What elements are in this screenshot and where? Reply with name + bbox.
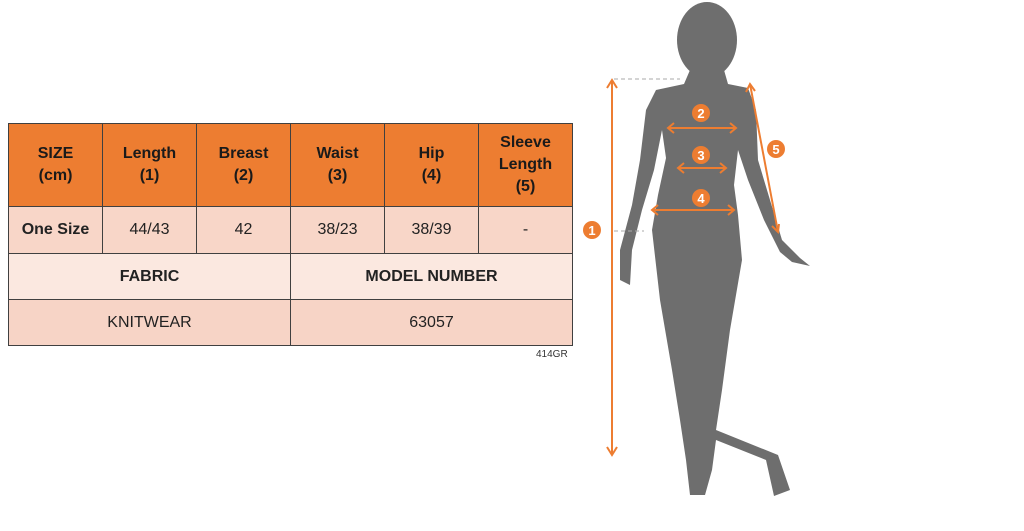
cell-size: One Size xyxy=(8,206,103,254)
cell-hip: 38/39 xyxy=(384,206,479,254)
marker-4 xyxy=(692,189,710,207)
marker-5 xyxy=(767,140,785,158)
size-chart-table: SIZE (cm) Length (1) Breast (2) Waist (3) Hi… xyxy=(8,123,573,346)
info-value-row: KNITWEAR 63057 xyxy=(8,299,573,346)
header-breast: Breast (2) xyxy=(196,123,291,207)
info-label-row: FABRIC MODEL NUMBER xyxy=(8,253,573,300)
marker-1-label: 1 xyxy=(588,223,595,238)
header-row: SIZE (cm) Length (1) Breast (2) Waist (3) Hi… xyxy=(8,123,573,207)
marker-2 xyxy=(692,104,710,122)
marker-3 xyxy=(692,146,710,164)
model-number-value: 63057 xyxy=(290,299,573,346)
header-sleeve: Sleeve Length (5) xyxy=(478,123,573,207)
size-row: One Size 44/43 42 38/23 38/39 - xyxy=(8,206,573,254)
measure-lines xyxy=(606,78,780,457)
header-hip: Hip (4) xyxy=(384,123,479,207)
header-waist: Waist (3) xyxy=(290,123,385,207)
header-size: SIZE (cm) xyxy=(8,123,103,207)
guide-lines xyxy=(614,78,680,232)
cell-sleeve: - xyxy=(478,206,573,254)
product-code: 414GR xyxy=(536,349,568,360)
cell-waist: 38/23 xyxy=(290,206,385,254)
marker-3-label: 3 xyxy=(697,148,704,163)
marker-4-label: 4 xyxy=(697,191,705,206)
cell-length: 44/43 xyxy=(102,206,197,254)
silhouette xyxy=(620,2,810,496)
marker-2-label: 2 xyxy=(697,106,704,121)
fabric-value: KNITWEAR xyxy=(8,299,291,346)
marker-5-label: 5 xyxy=(772,142,779,157)
fabric-label: FABRIC xyxy=(8,253,291,300)
model-number-label: MODEL NUMBER xyxy=(290,253,573,300)
marker-1 xyxy=(583,221,601,239)
header-length: Length (1) xyxy=(102,123,197,207)
markers xyxy=(583,104,785,239)
